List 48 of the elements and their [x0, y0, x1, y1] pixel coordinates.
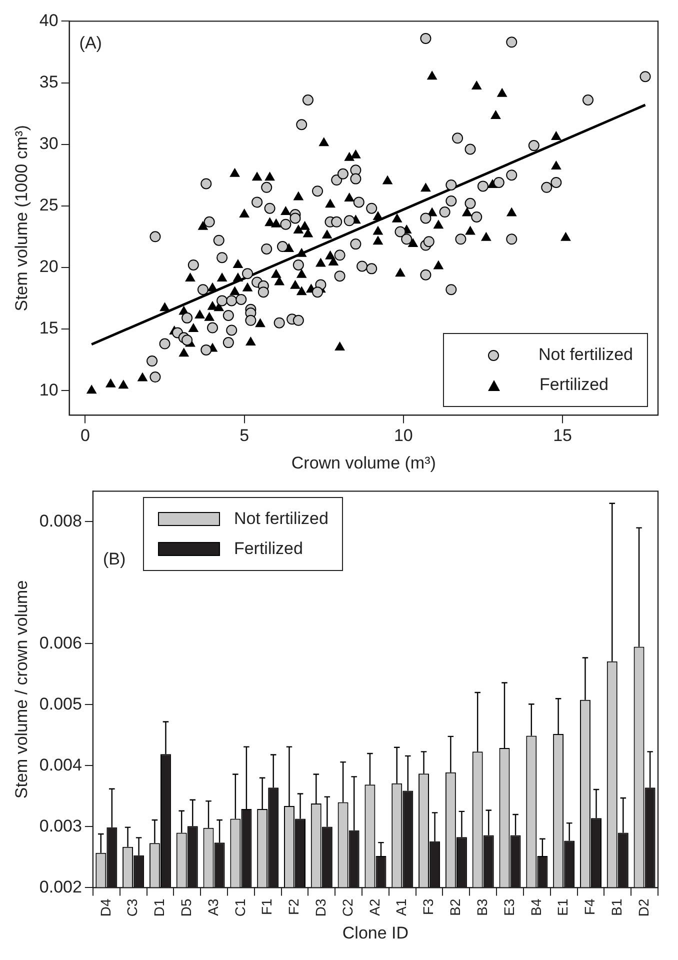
- x-tick-label: C3: [124, 898, 140, 917]
- legend-label: Not fertilized: [538, 344, 633, 366]
- x-tick-label: C2: [339, 898, 356, 917]
- x-tick-label: C1: [232, 898, 248, 917]
- x-tick-label: A2: [366, 898, 382, 916]
- x-tick-label: 5: [240, 426, 250, 446]
- y-tick-label: 0.003: [39, 816, 82, 836]
- x-tick-label: A1: [393, 898, 410, 916]
- x-axis-title: Crown volume (m³): [291, 453, 436, 472]
- x-tick-label: A3: [204, 898, 221, 916]
- x-tick-label: B2: [447, 898, 464, 916]
- legend-label: Not fertilized: [234, 508, 328, 530]
- x-tick-label: D2: [635, 898, 652, 917]
- x-tick-label: F2: [286, 898, 302, 916]
- y-tick-label: 20: [39, 257, 58, 276]
- annotation: (B): [102, 549, 126, 568]
- y-tick-label: 30: [39, 134, 58, 154]
- y-tick-label: 10: [39, 380, 58, 400]
- y-tick-label: 15: [39, 318, 58, 338]
- annotation: (A): [79, 33, 102, 52]
- y-tick-label: 0.004: [39, 755, 82, 774]
- x-tick-label: D4: [97, 898, 114, 917]
- y-tick-label: 35: [39, 72, 58, 92]
- y-tick-label: 40: [39, 10, 58, 30]
- x-tick-label: 10: [394, 426, 413, 446]
- y-tick-label: 0.005: [39, 694, 82, 714]
- x-tick-label: B3: [474, 898, 490, 916]
- x-tick-label: E3: [500, 898, 517, 916]
- y-tick-label: 25: [39, 196, 58, 215]
- y-tick-label: 0.002: [39, 877, 82, 896]
- x-tick-label: F4: [582, 898, 598, 916]
- x-tick-label: D1: [151, 898, 168, 917]
- x-tick-label: D3: [312, 898, 329, 917]
- x-tick-label: F3: [420, 898, 436, 916]
- y-tick-label: 0.006: [39, 633, 82, 652]
- legend-label: Fertilized: [234, 538, 303, 560]
- x-tick-label: F1: [258, 898, 275, 916]
- x-tick-label: B4: [528, 898, 544, 916]
- y-axis-title: Stem volume (1000 cm³): [12, 125, 31, 312]
- x-tick-label: B1: [608, 898, 624, 916]
- x-tick-label: 0: [80, 426, 90, 446]
- x-tick-label: E1: [554, 898, 571, 916]
- y-tick-label: 0.008: [39, 511, 82, 530]
- x-tick-label: D5: [178, 898, 194, 917]
- legend-label: Fertilized: [540, 374, 608, 396]
- y-axis-title: Stem volume / crown volume: [12, 580, 31, 799]
- x-axis-title: Clone ID: [342, 923, 409, 942]
- x-tick-label: 15: [553, 426, 572, 446]
